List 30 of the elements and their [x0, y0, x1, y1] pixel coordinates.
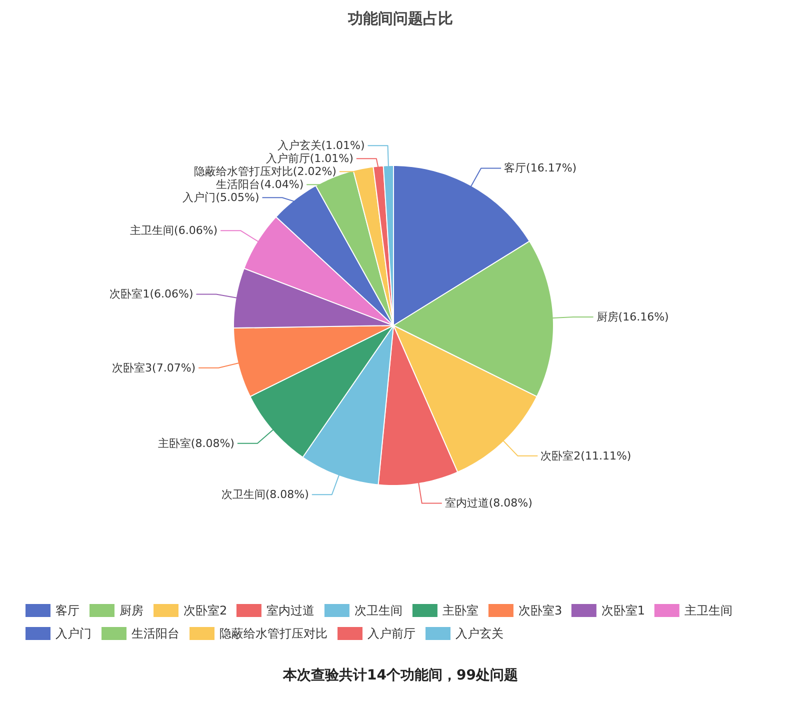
category-label: 主卫生间(6.06%) [130, 224, 218, 238]
legend-label: 室内过道 [266, 604, 314, 618]
category-label: 次卧室3(7.07%) [112, 361, 196, 374]
category-label: 次卧室2(11.11%) [540, 449, 632, 462]
legend-label: 入户门 [56, 626, 92, 640]
legend-label: 次卧室3 [518, 604, 562, 618]
legend-label: 次卫生间 [354, 604, 402, 618]
legend-label: 入户玄关 [456, 626, 504, 640]
text: 本次查验共计14个功能间，99处问题 [282, 668, 518, 684]
category-label: 主卧室(8.08%) [158, 436, 234, 450]
legend-label: 次卧室2 [184, 604, 228, 618]
category-label: 次卧室1(6.06%) [110, 288, 194, 301]
legend-label: 主卫生间 [684, 604, 732, 618]
category-label: 入户门(5.05%) [182, 191, 260, 204]
chart-title: 功能间问题占比 [347, 10, 453, 28]
legend-label: 入户前厅 [368, 626, 416, 640]
legend-label: 主卧室 [442, 604, 478, 618]
category-label: 客厅(16.17%) [504, 162, 577, 175]
legend-label: 次卧室1 [601, 604, 646, 618]
category-label: 隐蔽给水管打压对比(2.02%) [194, 165, 336, 178]
legend-label: 生活阳台 [132, 626, 180, 640]
legend-label: 隐蔽给水管打压对比 [220, 626, 328, 640]
category-label: 次卫生间(8.08%) [221, 488, 309, 502]
category-label: 室内过道(8.08%) [444, 496, 532, 510]
category-label: 入户玄关(1.01%) [277, 139, 365, 152]
category-label: 厨房(16.16%) [596, 310, 669, 324]
legend-label: 客厅 [56, 604, 80, 618]
category-label: 入户前厅(1.01%) [266, 152, 354, 166]
legend-label: 厨房 [120, 604, 144, 618]
category-label: 生活阳台(4.04%) [216, 178, 304, 192]
